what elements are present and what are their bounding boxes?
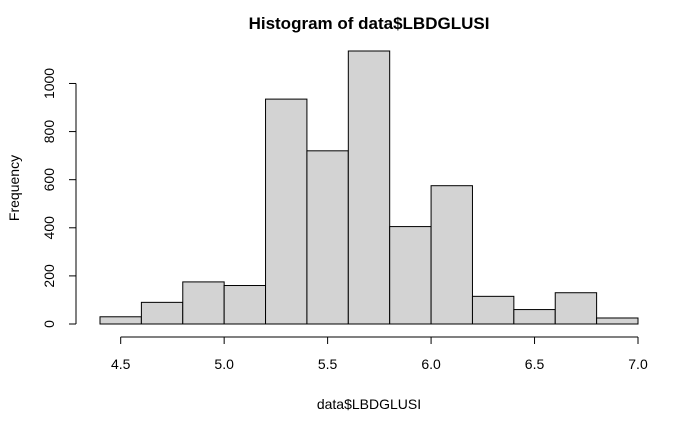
y-tick-label: 400 [41,216,57,240]
x-axis: 4.5 5.0 5.5 6.0 6.5 7.0 [111,336,648,372]
histogram-bar [554,292,598,325]
x-tick-label: 5.5 [318,356,338,372]
histogram-bar [223,285,267,325]
y-axis: 0 200 400 600 800 1000 [41,68,77,328]
x-tick-label: 7.0 [628,356,648,372]
histogram-bar [471,295,515,325]
histogram-bar [596,317,639,325]
histogram-bar [430,185,473,325]
x-tick-label: 5.0 [214,356,234,372]
histogram-bar [306,150,349,325]
y-tick-label: 1000 [41,68,57,99]
y-axis-label: Frequency [6,155,22,221]
histogram-bar [347,50,391,325]
histogram-bar [265,98,308,325]
bars-group [99,50,639,325]
y-tick-label: 600 [41,168,57,192]
x-tick-label: 4.5 [111,356,131,372]
histogram-bar [140,301,184,325]
x-tick-label: 6.0 [421,356,441,372]
histogram-bar [182,281,225,325]
histogram-bar [99,316,142,325]
y-tick-label: 200 [41,264,57,288]
chart-title: Histogram of data$LBDGLUSI [249,14,490,33]
y-tick-label: 0 [41,320,57,328]
histogram-bar [513,309,556,325]
histogram-bar [389,226,432,325]
y-tick-label: 800 [41,120,57,144]
x-axis-label: data$LBDGLUSI [317,396,421,412]
x-tick-label: 6.5 [525,356,545,372]
